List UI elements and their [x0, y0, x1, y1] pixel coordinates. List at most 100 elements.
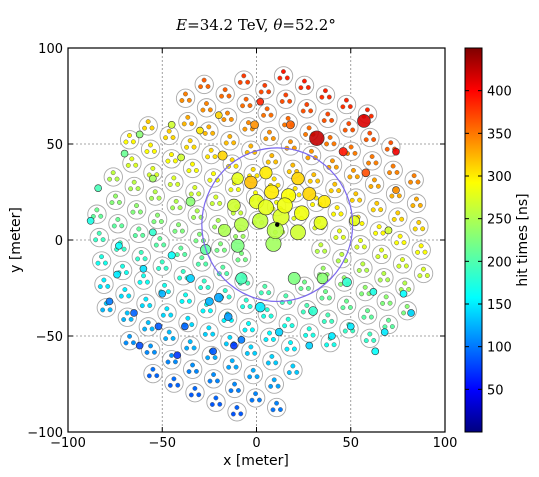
- detector-pmt: [192, 185, 198, 190]
- detector-pmt: [245, 79, 251, 85]
- detector-pmt: [326, 94, 332, 100]
- detector-pmt: [320, 265, 326, 271]
- detector-pmt: [274, 400, 280, 406]
- detector-pmt: [189, 121, 195, 127]
- detector-pmt: [176, 222, 181, 228]
- detector-pmt: [306, 326, 312, 332]
- reference-circle: [201, 147, 354, 303]
- detector-station: [315, 85, 336, 105]
- detector-pmt: [207, 177, 213, 183]
- detector-pmt: [366, 160, 371, 166]
- detector-pmt: [354, 244, 360, 250]
- detector-station: [362, 151, 382, 171]
- detector-station: [227, 402, 247, 422]
- detector-pmt: [400, 257, 405, 263]
- detector-pmt: [286, 169, 292, 175]
- detector-pmt: [359, 221, 365, 226]
- detector-pmt: [127, 133, 132, 138]
- detector-pmt: [217, 200, 223, 206]
- detector-pmt: [282, 323, 288, 329]
- detector-station: [194, 74, 214, 95]
- x-tick-label: 50: [342, 436, 359, 451]
- hit-marker: [135, 341, 144, 350]
- title-eq-2: =: [282, 16, 295, 34]
- detector-pmt: [118, 293, 124, 299]
- y-tick-label: 50: [46, 138, 63, 153]
- detector-pmt: [123, 340, 129, 346]
- detector-pmt: [172, 359, 178, 365]
- detector-station: [180, 135, 200, 155]
- detector-pmt: [403, 263, 409, 269]
- hit-marker: [369, 288, 378, 296]
- hit-marker: [115, 241, 123, 250]
- detector-station: [329, 225, 350, 245]
- detector-pmt: [294, 369, 300, 375]
- detector-pmt: [170, 205, 176, 211]
- detector-pmt: [172, 158, 178, 164]
- detector-pmt: [128, 316, 134, 322]
- detector-station: [241, 341, 261, 361]
- detector-pmt: [265, 360, 271, 366]
- detector-pmt: [240, 233, 246, 239]
- detector-pmt: [263, 337, 269, 343]
- hit-marker: [237, 336, 246, 344]
- detector-station: [283, 360, 303, 380]
- detector-pmt: [140, 232, 146, 238]
- detector-pmt: [189, 322, 195, 328]
- hit-marker: [244, 175, 258, 190]
- detector-pmt: [156, 195, 162, 201]
- hit-marker: [250, 120, 259, 130]
- detector-pmt: [284, 346, 290, 352]
- y-tick-label: 100: [38, 42, 63, 57]
- detector-pmt: [157, 236, 163, 242]
- detector-pmt: [371, 337, 377, 343]
- detector-pmt: [193, 168, 199, 173]
- detector-pmt: [200, 308, 206, 314]
- hit-marker: [234, 217, 249, 232]
- detector-station: [124, 176, 144, 197]
- detector-pmt: [242, 257, 248, 263]
- detector-pmt: [212, 355, 218, 360]
- hit-marker: [349, 215, 360, 227]
- detector-pmt: [203, 261, 209, 267]
- detector-pmt: [182, 252, 188, 257]
- detector-station: [159, 326, 179, 347]
- detector-pmt: [310, 202, 316, 208]
- detector-station: [392, 254, 413, 274]
- detector-pmt: [207, 308, 213, 314]
- hit-marker: [154, 322, 163, 331]
- detector-pmt: [204, 101, 209, 106]
- detector-pmt: [262, 283, 268, 289]
- detector-pmt: [302, 279, 307, 285]
- detector-pmt: [322, 248, 328, 254]
- detector-pmt: [119, 223, 125, 229]
- detector-pmt: [247, 304, 253, 309]
- detector-pmt: [198, 84, 204, 90]
- title-energy-value: 34.2 TeV,: [200, 16, 274, 34]
- detector-pmt: [142, 326, 148, 332]
- detector-pmt: [292, 186, 298, 191]
- hit-marker: [218, 223, 231, 237]
- detector-pmt: [201, 77, 207, 83]
- detector-pmt: [96, 230, 102, 236]
- detector-pmt: [151, 349, 157, 355]
- detector-pmt: [232, 381, 238, 387]
- detector-pmt: [210, 130, 216, 136]
- colorbar-tick-label: 50: [487, 383, 504, 398]
- detector-pmt: [346, 121, 352, 127]
- detector-pmt: [269, 354, 275, 359]
- detector-pmt: [193, 368, 199, 374]
- detector-pmt: [184, 345, 190, 351]
- detector-pmt: [372, 177, 377, 183]
- detector-pmt: [149, 195, 155, 201]
- hit-marker: [230, 341, 238, 350]
- detector-pmt: [195, 261, 201, 267]
- detector-pmt: [231, 140, 237, 146]
- detector-pmt: [214, 247, 220, 253]
- detector-pmt: [248, 143, 254, 149]
- detector-pmt: [288, 340, 293, 346]
- detector-pmt: [348, 144, 354, 150]
- hit-marker: [256, 97, 265, 106]
- detector-pmt: [93, 237, 99, 243]
- detector-pmt: [328, 188, 334, 194]
